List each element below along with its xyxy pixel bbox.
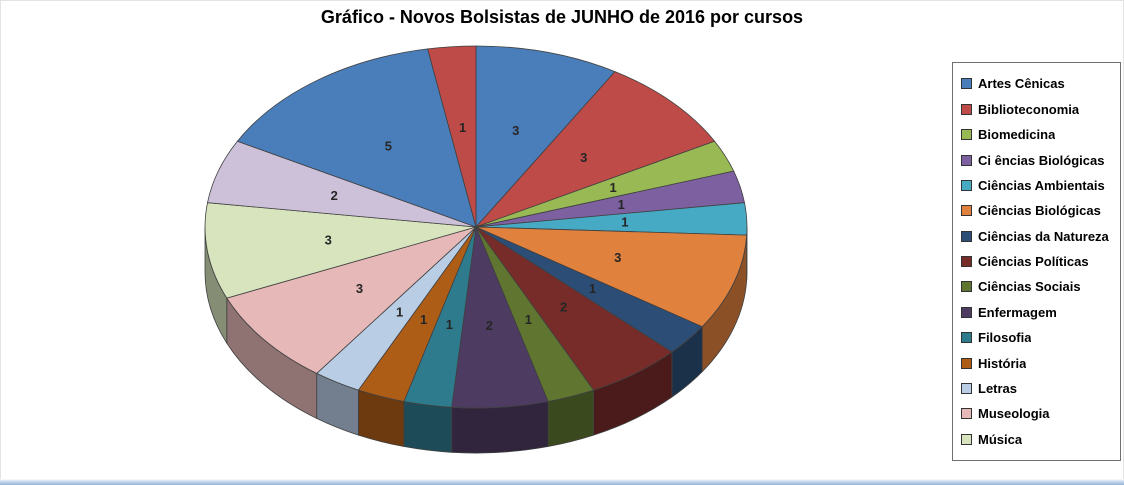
pie-slice-wall: [451, 401, 549, 454]
bottom-edge-bar: [0, 479, 1124, 485]
legend-label: Ci ências Biológicas: [978, 152, 1105, 168]
legend-item: Ciências Ambientais: [961, 178, 1116, 193]
legend-item: Museologia: [961, 406, 1116, 421]
slice-value-label: 1: [621, 215, 628, 230]
pie-slice: [427, 45, 477, 228]
legend-swatch: [961, 205, 972, 217]
slice-value-label: 3: [325, 232, 332, 247]
legend-swatch: [961, 408, 972, 420]
legend-swatch: [961, 179, 972, 191]
legend-item: História: [961, 356, 1116, 371]
pie-slice: [226, 226, 477, 374]
legend-swatch: [961, 332, 972, 344]
legend-item: Ciências Sociais: [961, 279, 1116, 294]
legend-label: Artes Cênicas: [978, 76, 1065, 92]
legend-item: Ciências Políticas: [961, 254, 1116, 269]
legend-item: Ciências Biológicas: [961, 203, 1116, 218]
pie-slice: [475, 45, 616, 229]
legend-label: Ciências Ambientais: [978, 177, 1105, 193]
pie-slice-wall: [403, 401, 453, 453]
legend-item: Biblioteconomia: [961, 102, 1116, 117]
pie-slice: [236, 48, 477, 228]
legend-item: Artes Cênicas: [961, 76, 1116, 91]
legend-swatch: [961, 103, 972, 115]
legend: Artes Cênicas Biblioteconomia Biomedicina C…: [952, 62, 1121, 461]
slice-value-label: 1: [589, 281, 596, 296]
slice-value-label: 2: [331, 188, 338, 203]
legend-swatch: [961, 154, 972, 166]
legend-label: Música: [978, 431, 1023, 447]
legend-label: Biomedicina: [978, 127, 1056, 143]
legend-label: Museologia: [978, 406, 1050, 422]
legend-item: Biomedicina: [961, 127, 1116, 142]
legend-swatch: [961, 433, 972, 445]
legend-label: Enfermagem: [978, 304, 1057, 320]
pie-slice: [475, 71, 716, 228]
legend-swatch: [961, 230, 972, 242]
slice-value-label: 1: [618, 197, 625, 212]
legend-label: Ciências Biológicas: [978, 203, 1101, 219]
legend-label: Biblioteconomia: [978, 101, 1080, 117]
legend-item: Filosofia: [961, 330, 1116, 345]
chart-title: Gráfico - Novos Bolsistas de JUNHO de 20…: [320, 7, 804, 27]
legend-label: Ciências Sociais: [978, 279, 1081, 295]
legend-swatch: [961, 306, 972, 318]
legend-item: Ci ências Biológicas: [961, 153, 1116, 168]
slice-value-label: 1: [609, 180, 616, 195]
slice-value-label: 3: [356, 281, 363, 296]
slice-value-label: 1: [525, 312, 532, 327]
legend-item: Enfermagem: [961, 305, 1116, 320]
legend-item: Ciências da Natureza: [961, 229, 1116, 244]
slice-value-label: 1: [396, 305, 403, 320]
slice-value-label: 2: [486, 318, 493, 333]
legend-swatch: [961, 281, 972, 293]
pie-slice: [204, 202, 477, 299]
legend-label: História: [978, 355, 1027, 371]
slice-value-label: 3: [512, 123, 519, 138]
legend-swatch: [961, 256, 972, 267]
legend-label: Letras: [978, 380, 1018, 396]
slice-value-label: 1: [446, 317, 453, 332]
slice-value-label: 2: [560, 300, 567, 315]
legend-item: Letras: [961, 381, 1116, 396]
legend-label: Filosofia: [978, 330, 1032, 346]
legend-item: Música: [961, 432, 1116, 447]
pie-slice: [475, 226, 748, 328]
slice-value-label: 3: [580, 150, 587, 165]
slice-value-label: 3: [614, 250, 621, 265]
legend-swatch: [961, 78, 972, 90]
slice-value-label: 1: [459, 120, 466, 135]
legend-swatch: [961, 357, 972, 369]
legend-swatch: [961, 129, 972, 141]
slice-value-label: 1: [420, 312, 427, 327]
legend-swatch: [961, 382, 972, 394]
slice-value-label: 5: [385, 139, 392, 154]
legend-label: Ciências da Natureza: [978, 228, 1109, 244]
legend-label: Ciências Políticas: [978, 254, 1089, 269]
